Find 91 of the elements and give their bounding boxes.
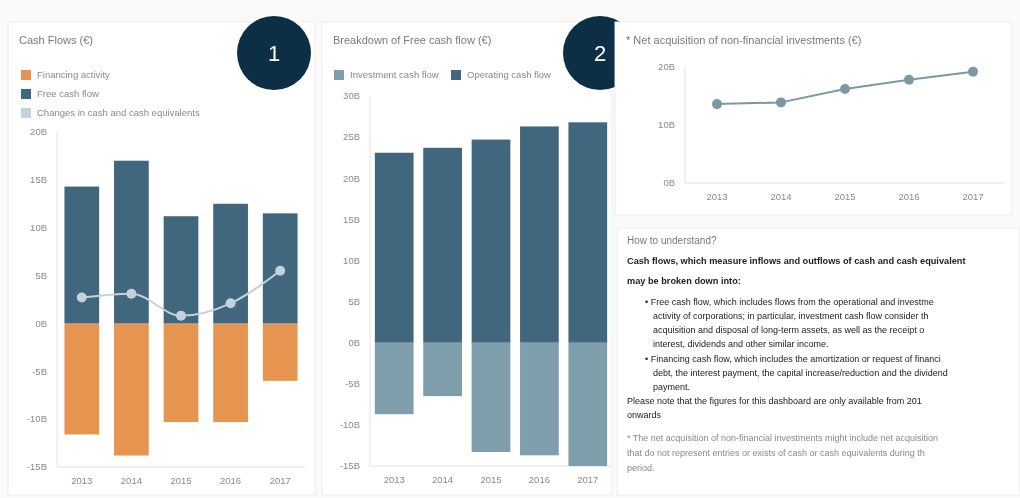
chart-title: Cash Flows (€) bbox=[19, 34, 93, 46]
y-tick-label: 0B bbox=[35, 317, 47, 329]
bar bbox=[520, 126, 559, 343]
bar bbox=[262, 323, 298, 381]
text: • Free cash flow, which includes flows from the operational and investme bbox=[645, 297, 934, 307]
point bbox=[76, 292, 87, 303]
point bbox=[225, 298, 236, 309]
bar bbox=[163, 216, 199, 324]
legend-label: Financing activity bbox=[37, 69, 111, 81]
bar bbox=[471, 139, 511, 343]
point bbox=[840, 84, 850, 95]
y-tick-label: -15B bbox=[339, 460, 360, 472]
bar bbox=[114, 160, 149, 324]
text: * The net acquisition of non-financial investments might include net acquisition bbox=[627, 433, 939, 443]
x-tick-label: 2017 bbox=[962, 191, 984, 202]
text: acquisition and disposal of long-term assets, as well as the receipt o bbox=[653, 325, 925, 335]
y-tick-label: 10B bbox=[30, 222, 47, 234]
point bbox=[176, 310, 186, 321]
text: How to understand? bbox=[627, 235, 717, 246]
y-tick-label: 5B bbox=[348, 295, 360, 307]
bar bbox=[471, 342, 511, 453]
text: payment. bbox=[653, 382, 691, 392]
x-tick-label: 2016 bbox=[898, 191, 920, 202]
x-tick-label: 2014 bbox=[432, 474, 454, 485]
y-tick-label: -15B bbox=[26, 461, 47, 473]
x-tick-label: 2017 bbox=[269, 475, 291, 486]
y-tick-label: 20B bbox=[30, 126, 47, 138]
y-tick-label: -5B bbox=[345, 378, 360, 390]
y-tick-label: 10B bbox=[343, 254, 360, 266]
text: 2 bbox=[593, 40, 607, 66]
chart-title: Breakdown of Free cash flow (€) bbox=[333, 34, 492, 46]
x-tick-label: 2013 bbox=[71, 475, 93, 486]
text: Please note that the figures for this dashboard are only available from 201 bbox=[627, 396, 922, 406]
point bbox=[126, 288, 137, 299]
bar bbox=[568, 342, 608, 466]
y-tick-label: 30B bbox=[343, 90, 360, 102]
y-tick-label: 25B bbox=[343, 131, 360, 143]
y-tick-label: -10B bbox=[339, 419, 360, 431]
text: that do not represent entries or exists of cash or cash equivalents during th bbox=[627, 448, 925, 458]
x-tick-label: 2016 bbox=[528, 474, 550, 485]
bar bbox=[213, 203, 248, 324]
x-tick-label: 2015 bbox=[170, 475, 192, 486]
y-tick-label: 0B bbox=[348, 336, 360, 348]
bar bbox=[423, 342, 462, 397]
text: 1 bbox=[267, 40, 281, 66]
text: Cash flows, which measure inflows and outflows of cash and cash equivalent bbox=[627, 256, 966, 266]
x-tick-label: 2013 bbox=[706, 191, 728, 202]
bar bbox=[114, 323, 149, 456]
text: may be broken down into: bbox=[627, 276, 741, 286]
point bbox=[968, 66, 978, 77]
bar bbox=[64, 323, 100, 435]
text: activity of corporations; in particular, investment cash flow consider th bbox=[653, 311, 929, 321]
bar bbox=[213, 323, 248, 423]
text: interest, dividends and other similar income. bbox=[653, 339, 829, 349]
y-tick-label: 20B bbox=[658, 61, 675, 73]
bar bbox=[374, 342, 414, 415]
point bbox=[712, 99, 722, 110]
chart-title: * Net acquisition of non-financial investments (€) bbox=[626, 34, 862, 46]
legend-label: Changes in cash and cash equivalents bbox=[37, 107, 200, 119]
text: onwards bbox=[627, 410, 662, 420]
x-tick-label: 2014 bbox=[770, 191, 792, 202]
y-tick-label: 10B bbox=[658, 119, 675, 131]
y-tick-label: 5B bbox=[35, 269, 47, 281]
x-tick-label: 2015 bbox=[834, 191, 856, 202]
bar bbox=[163, 323, 199, 423]
bar bbox=[64, 186, 100, 324]
y-tick-label: -10B bbox=[26, 413, 47, 425]
bar bbox=[520, 342, 559, 456]
bar bbox=[423, 147, 462, 343]
point bbox=[904, 74, 914, 85]
x-tick-label: 2015 bbox=[480, 474, 502, 485]
bar bbox=[262, 213, 298, 324]
text: • Financing cash flow, which includes the amortization or request of financi bbox=[645, 354, 941, 364]
legend-label: Free cash flow bbox=[37, 88, 99, 100]
legend-label: Investment cash flow bbox=[350, 69, 439, 81]
bar bbox=[374, 152, 414, 343]
point bbox=[776, 97, 786, 108]
y-tick-label: -5B bbox=[32, 365, 47, 377]
y-tick-label: 15B bbox=[30, 174, 47, 186]
x-tick-label: 2016 bbox=[220, 475, 242, 486]
legend-label: Operating cash flow bbox=[467, 69, 552, 81]
y-tick-label: 15B bbox=[343, 213, 360, 225]
text: debt, the interest payment, the capital increase/reduction and the dividend bbox=[653, 368, 948, 378]
y-tick-label: 0B bbox=[663, 177, 675, 189]
point bbox=[275, 265, 286, 276]
bar bbox=[568, 122, 608, 343]
y-tick-label: 20B bbox=[343, 172, 360, 184]
x-tick-label: 2014 bbox=[120, 475, 142, 486]
x-tick-label: 2017 bbox=[577, 474, 599, 485]
x-tick-label: 2013 bbox=[383, 474, 405, 485]
text: period. bbox=[627, 463, 655, 473]
